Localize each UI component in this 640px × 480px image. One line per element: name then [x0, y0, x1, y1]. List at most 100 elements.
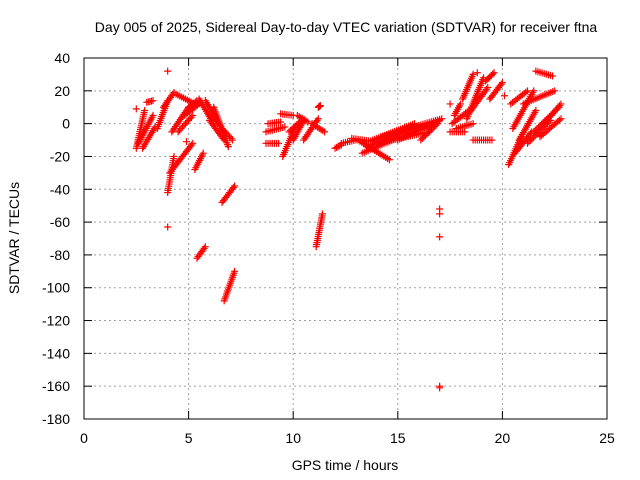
y-tick-labels: 40 20 0 -20 -40 -60 -80 -100 -120 -140 -160 -180 [42, 50, 70, 427]
data-point [333, 143, 341, 151]
x-axis-label: GPS time / hours [292, 457, 399, 473]
plot-border [83, 57, 608, 420]
data-point [497, 80, 505, 88]
data-point [170, 152, 178, 160]
data-point [189, 139, 197, 147]
data-point [527, 136, 535, 144]
data-point [132, 105, 140, 113]
data-point [385, 156, 393, 164]
data-point [420, 133, 428, 141]
data-point [469, 70, 477, 78]
data-point [484, 84, 492, 92]
axis-ticks [83, 57, 608, 420]
data-point [164, 223, 172, 231]
data-point [534, 123, 542, 131]
y-tick-label: -120 [42, 313, 70, 329]
data-point [418, 135, 426, 143]
y-tick-label: -40 [50, 181, 70, 197]
data-point [201, 243, 209, 251]
y-tick-label: 20 [54, 83, 70, 99]
data-point [532, 107, 540, 115]
data-point [488, 136, 496, 144]
data-point [434, 120, 442, 128]
data-point [436, 384, 444, 392]
data-point [331, 144, 339, 152]
data-point [183, 138, 191, 146]
data-point [530, 87, 538, 95]
data-point [536, 122, 544, 130]
data-point [498, 79, 506, 87]
data-point [557, 115, 565, 123]
data-point [500, 92, 508, 100]
data-point [231, 182, 239, 190]
y-tick-label: -100 [42, 280, 70, 296]
data-point [469, 120, 477, 128]
data-point [188, 141, 196, 149]
data-point [436, 233, 444, 241]
data-point [191, 98, 199, 106]
data-point [227, 134, 235, 142]
data-point [556, 102, 564, 110]
data-point [426, 127, 434, 135]
data-point [522, 88, 530, 96]
x-tick-label: 15 [390, 430, 406, 446]
x-tick-labels: 0 5 10 15 20 25 [80, 430, 615, 446]
y-tick-label: -60 [50, 214, 70, 230]
y-tick-label: -80 [50, 247, 70, 263]
data-point [187, 113, 195, 121]
y-tick-label: -180 [42, 411, 70, 427]
data-point [277, 118, 285, 126]
data-point [531, 126, 539, 134]
y-tick-label: -20 [50, 148, 70, 164]
data-point [549, 72, 557, 80]
data-point [304, 118, 312, 126]
x-tick-label: 10 [285, 430, 301, 446]
data-point [528, 135, 536, 143]
data-point [431, 123, 439, 131]
x-tick-label: 20 [495, 430, 511, 446]
data-point [424, 129, 432, 137]
data-point [524, 139, 532, 147]
data-point [438, 115, 446, 123]
data-point [490, 69, 498, 77]
data-point [275, 139, 283, 147]
y-tick-label: -160 [42, 378, 70, 394]
data-point [436, 210, 444, 218]
data-point [164, 67, 172, 75]
data-point [318, 210, 326, 218]
data-point [321, 128, 329, 136]
data-point [524, 87, 532, 95]
data-point [557, 100, 565, 108]
chart-title: Day 005 of 2025, Sidereal Day-to-day VTE… [95, 19, 598, 35]
data-point [231, 267, 239, 275]
data-point [526, 129, 534, 137]
data-point [423, 130, 431, 138]
x-tick-label: 25 [599, 430, 615, 446]
data-point [200, 244, 208, 252]
grid-lines [84, 58, 607, 419]
y-tick-label: 40 [54, 50, 70, 66]
data-point [525, 138, 533, 146]
data-markers [132, 67, 565, 392]
y-tick-label: 0 [62, 116, 70, 132]
x-tick-label: 5 [185, 430, 193, 446]
data-point [530, 128, 538, 136]
data-point [281, 123, 289, 131]
data-point [149, 111, 157, 119]
data-point [189, 111, 197, 119]
x-tick-label: 0 [80, 430, 88, 446]
data-point [555, 116, 563, 124]
data-point [141, 107, 149, 115]
data-point [551, 87, 559, 95]
data-point [314, 115, 322, 123]
y-axis-label: SDTVAR / TECUs [6, 182, 22, 294]
data-point [229, 136, 237, 144]
data-point [199, 149, 207, 157]
data-point [224, 143, 232, 151]
y-tick-label: -140 [42, 345, 70, 361]
data-point [229, 184, 237, 192]
data-point [489, 70, 497, 78]
data-point [421, 132, 429, 140]
data-point [446, 100, 454, 108]
